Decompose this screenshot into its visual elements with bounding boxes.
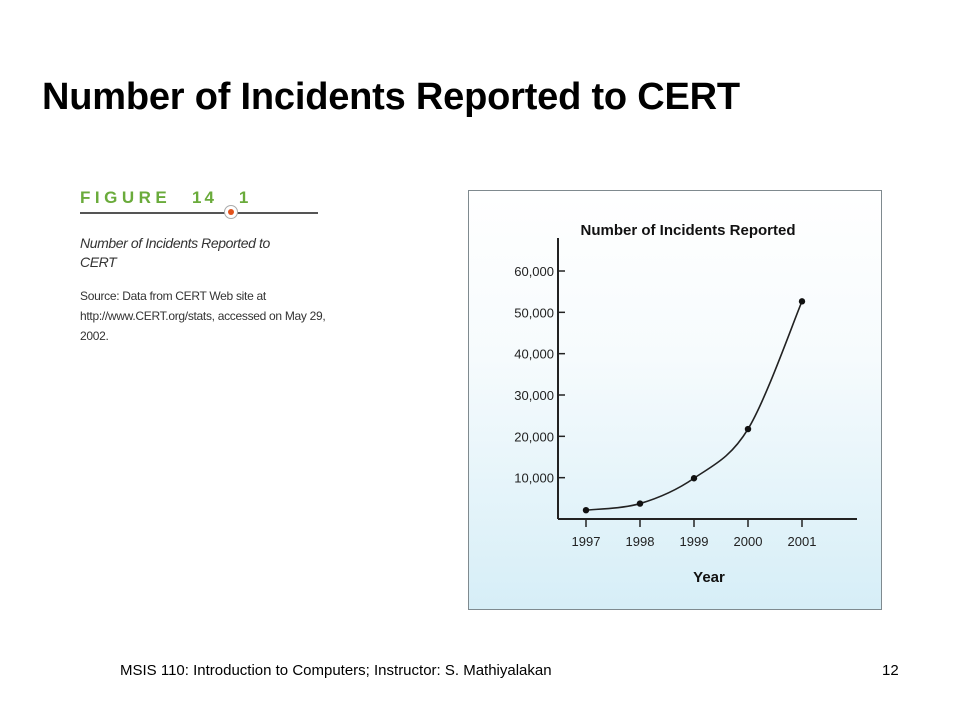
data-point xyxy=(636,500,644,507)
y-axis-ticks: 10,000 20,000 30,000 40,000 50,000 60,000 xyxy=(514,264,565,486)
figure-rule xyxy=(80,212,318,214)
figure-description: Number of Incidents Reported to CERT xyxy=(80,235,270,270)
data-point xyxy=(744,425,752,433)
y-tick-label: 30,000 xyxy=(514,388,554,403)
chart-panel: Number of Incidents Reported 10,000 20,00… xyxy=(468,190,882,610)
x-axis-label: Year xyxy=(693,569,725,586)
line-chart: Number of Incidents Reported 10,000 20,00… xyxy=(514,222,857,586)
figure-heading: FIGURE 14 1 xyxy=(80,186,330,219)
data-point xyxy=(690,475,698,482)
figure-bullet-icon xyxy=(224,205,238,219)
figure-number: 14 1 xyxy=(192,188,251,208)
figure-number-suffix: 1 xyxy=(238,188,252,207)
y-tick-label: 10,000 xyxy=(514,471,554,486)
figure-source: Source: Data from CERT Web site at http:… xyxy=(80,289,326,343)
slide-footer: MSIS 110: Introduction to Computers; Ins… xyxy=(120,662,552,679)
y-tick-label: 20,000 xyxy=(514,429,554,444)
x-tick-label: 1997 xyxy=(572,534,601,549)
x-tick-label: 1998 xyxy=(626,534,655,549)
page-number: 12 xyxy=(882,662,899,679)
x-tick-label: 1999 xyxy=(680,534,709,549)
x-tick-label: 2000 xyxy=(734,534,763,549)
figure-label: FIGURE xyxy=(80,188,172,207)
chart-axes xyxy=(557,238,857,520)
y-tick-label: 40,000 xyxy=(514,347,554,362)
data-point xyxy=(798,298,806,305)
data-point xyxy=(582,506,590,514)
slide-title: Number of Incidents Reported to CERT xyxy=(42,76,740,118)
figure-caption: FIGURE 14 1 Number of Incidents Reported … xyxy=(80,186,330,346)
x-tick-label: 2001 xyxy=(788,534,817,549)
series-line xyxy=(585,301,803,511)
x-axis-ticks: 1997 1998 1999 2000 2001 xyxy=(572,519,817,549)
figure-chapter-number: 14 xyxy=(192,188,217,207)
y-tick-label: 50,000 xyxy=(514,305,554,320)
chart-series xyxy=(582,298,806,514)
chart-title: Number of Incidents Reported xyxy=(580,222,795,239)
y-tick-label: 60,000 xyxy=(514,264,554,279)
